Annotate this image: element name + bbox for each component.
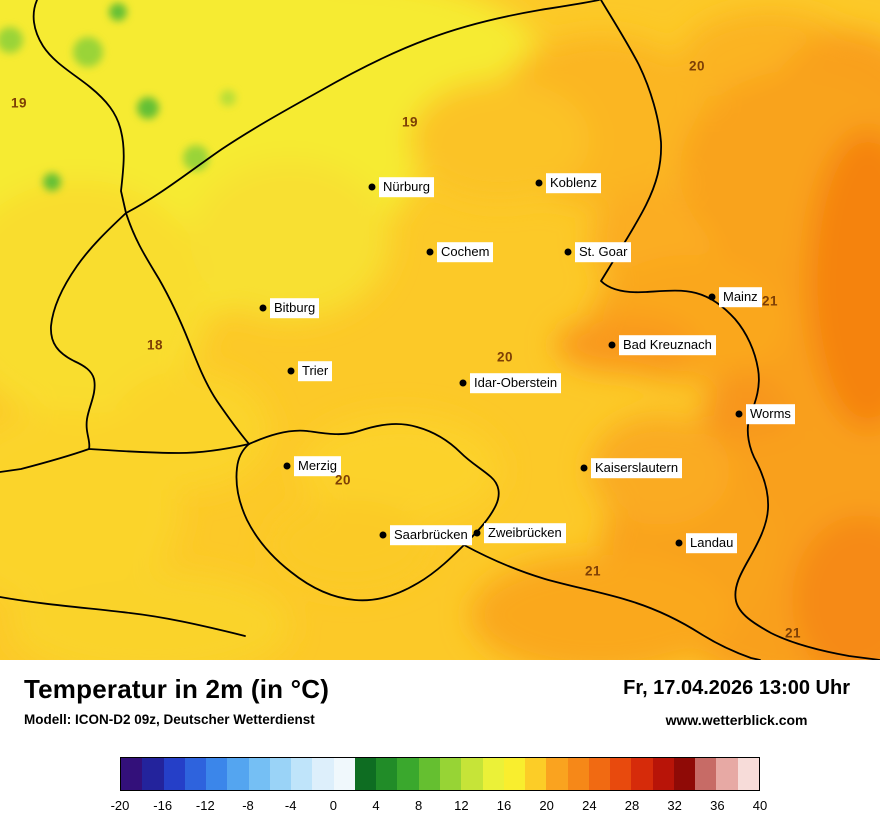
border-luxembourg-west [50, 212, 127, 450]
colorbar-tick-label: 12 [454, 798, 469, 813]
valid-datetime: Fr, 17.04.2026 13:00 Uhr [623, 677, 850, 699]
colorbar-segment [418, 758, 440, 790]
colorbar-tick-label: 8 [415, 798, 423, 813]
colorbar-segment [482, 758, 504, 790]
border-france-southeast [463, 544, 761, 660]
colorbar-segment [610, 758, 632, 790]
colorbar-segment [461, 758, 483, 790]
colorbar-segment [376, 758, 398, 790]
colorbar-tick-label: 24 [582, 798, 597, 813]
colorbar-ticks: -20 -16 -12 -8 -4 0 4 8 12 16 20 24 28 32 36 40 [111, 798, 768, 816]
colorbar-segment [631, 758, 653, 790]
colorbar-segment [184, 758, 207, 790]
colorbar-segment [163, 758, 185, 790]
colorbar-segment [333, 758, 355, 790]
border-france-southwest [0, 596, 246, 637]
colorbar-segment [737, 758, 759, 790]
model-info: Modell: ICON-D2 09z, Deutscher Wetterdie… [24, 712, 315, 727]
border-east [600, 0, 880, 660]
colorbar-segment [291, 758, 313, 790]
datetime-block: Fr, 17.04.2026 13:00 Uhr www.wetterblick… [623, 677, 850, 728]
colorbar-tick-label: -12 [195, 798, 215, 813]
colorbar-segment [227, 758, 249, 790]
colorbar-tick-label: 0 [329, 798, 337, 813]
temperature-field [0, 0, 880, 660]
colorbar-segment [525, 758, 547, 790]
colorbar-tick-label: 40 [752, 798, 768, 813]
colorbar-segment [652, 758, 674, 790]
green-patches [0, 3, 236, 191]
border-luxembourg-south [88, 443, 250, 454]
footer: Temperatur in 2m (in °C) Modell: ICON-D2… [0, 660, 880, 830]
colorbar-tick-label: 20 [539, 798, 554, 813]
colorbar-tick-label: -8 [242, 798, 254, 813]
colorbar-segment [354, 758, 377, 790]
colorbar-segment [248, 758, 270, 790]
colorbar-segment [503, 758, 526, 790]
colorbar-segment [673, 758, 696, 790]
border-north [125, 0, 600, 214]
colorbar-segment [546, 758, 568, 790]
border-france-west [0, 448, 90, 473]
colorbar-tick-label: 4 [372, 798, 380, 813]
colorbar-segment [312, 758, 334, 790]
temperature-colorbar [120, 757, 760, 791]
colorbar-segment [121, 758, 143, 790]
colorbar-tick-label: -20 [110, 798, 130, 813]
colorbar-tick-label: 16 [496, 798, 512, 813]
colorbar-segment [269, 758, 292, 790]
colorbar-segment [695, 758, 717, 790]
colorbar-segment [567, 758, 589, 790]
colorbar-tick-label: 36 [710, 798, 725, 813]
website-url: www.wetterblick.com [665, 712, 808, 728]
colorbar-segment [397, 758, 419, 790]
colorbar-segment [142, 758, 164, 790]
colorbar-segment [588, 758, 611, 790]
state-borders [0, 0, 880, 660]
colorbar-segment [439, 758, 462, 790]
colorbar-tick-label: 32 [667, 798, 682, 813]
colorbar-tick-label: -16 [153, 798, 173, 813]
border-luxembourg-east [125, 212, 250, 445]
colorbar-tick-label: 28 [624, 798, 640, 813]
colorbar-tick-label: -4 [284, 798, 297, 813]
border-belgium [32, 0, 127, 214]
colorbar-segment [716, 758, 738, 790]
temperature-map [0, 0, 880, 660]
map-area: Nürburg Koblenz Cochem St. Goar Bitburg Mainz… [0, 0, 880, 660]
page-title: Temperatur in 2m (in °C) [24, 674, 330, 704]
colorbar-segment [206, 758, 228, 790]
